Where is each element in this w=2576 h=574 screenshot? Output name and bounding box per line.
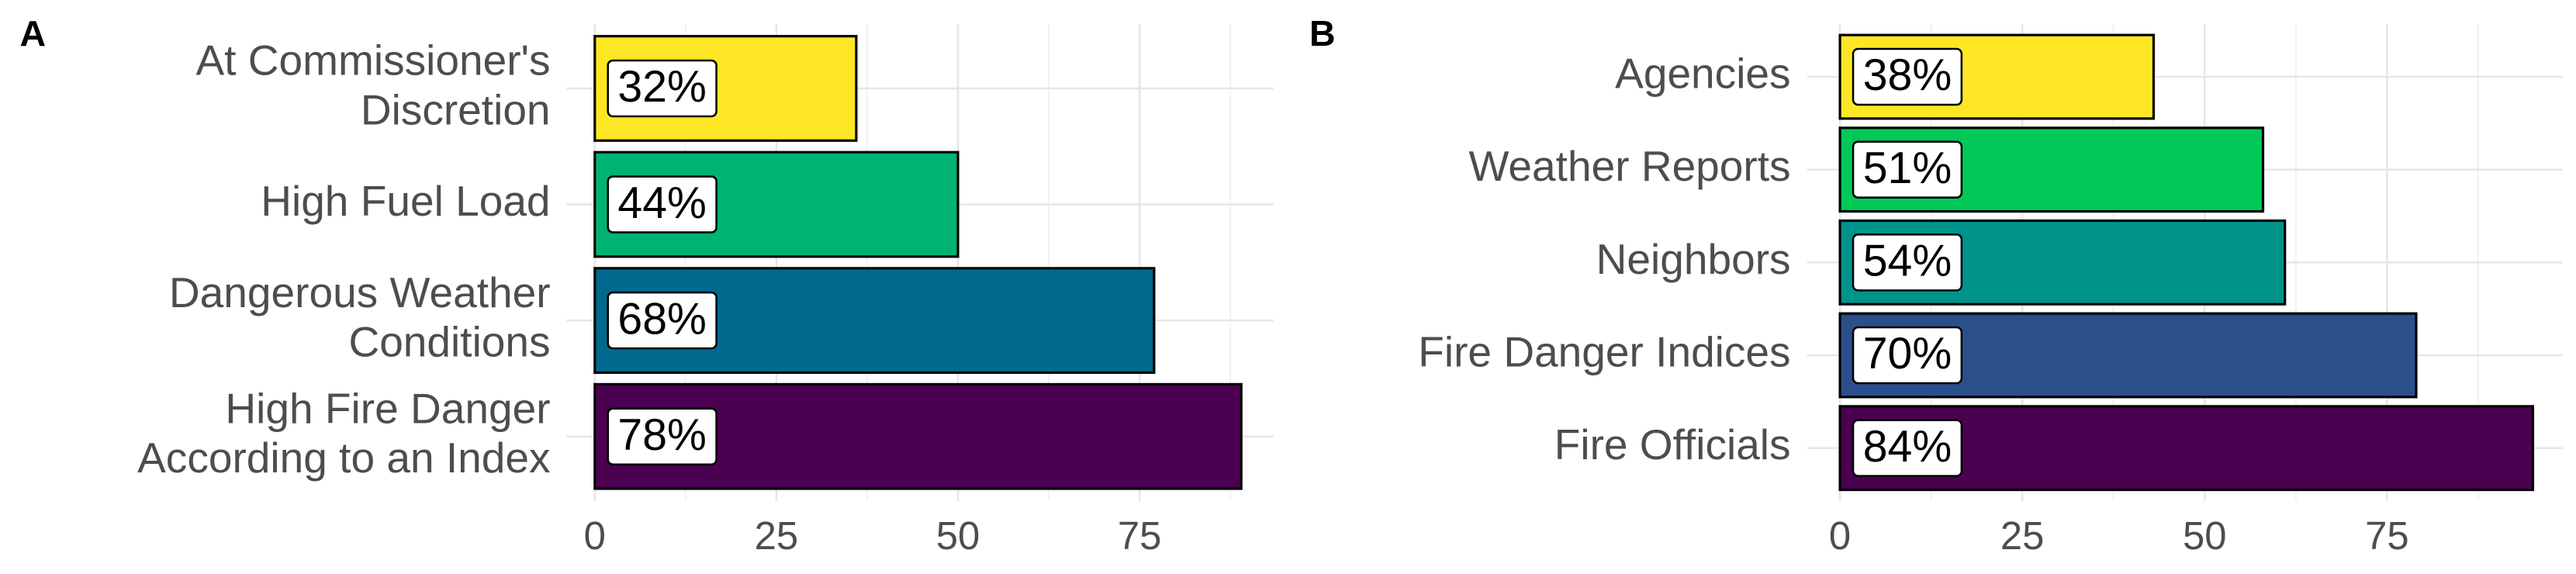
category-label: Conditions [348,317,550,365]
x-tick-label: 50 [936,513,980,558]
panel-label: B [1309,13,1336,54]
value-label: 51% [1863,144,1952,193]
category-label: High Fire Danger [225,384,550,432]
category-label: According to an Index [137,434,550,482]
x-tick-label: 0 [584,513,606,558]
category-label: Discretion [361,85,551,133]
category-label: Fire Officials [1554,420,1791,469]
value-label-box [1852,233,1963,292]
category-label: Fire Danger Indices [1418,328,1790,376]
value-label: 68% [617,294,706,344]
x-tick-label: 25 [755,513,799,558]
x-tick-label: 25 [2000,513,2045,558]
value-label: 32% [617,62,706,112]
value-label-box [1852,140,1963,199]
x-tick-label: 50 [2183,513,2227,558]
value-label-box [607,175,717,233]
value-label-box [607,407,717,465]
panel-label: A [19,13,46,54]
category-label: High Fuel Load [261,177,550,225]
value-label: 54% [1863,237,1952,286]
category-label: Weather Reports [1468,142,1790,190]
value-label-box [607,291,717,350]
category-label: Neighbors [1596,235,1791,283]
value-label-box [607,59,717,118]
value-label: 70% [1863,329,1952,379]
value-label: 38% [1863,50,1952,100]
value-label: 78% [617,410,706,460]
x-tick-label: 75 [1118,513,1162,558]
x-tick-label: 0 [1829,513,1851,558]
category-label: Dangerous Weather [169,268,551,316]
value-label-box [1852,326,1963,385]
category-label: At Commissioner's [195,36,550,85]
value-label: 44% [617,178,706,228]
value-label-box [1852,47,1963,106]
value-label: 84% [1863,422,1952,472]
value-label-box [1852,419,1963,477]
x-tick-label: 75 [2365,513,2409,558]
category-label: Agencies [1615,50,1790,98]
